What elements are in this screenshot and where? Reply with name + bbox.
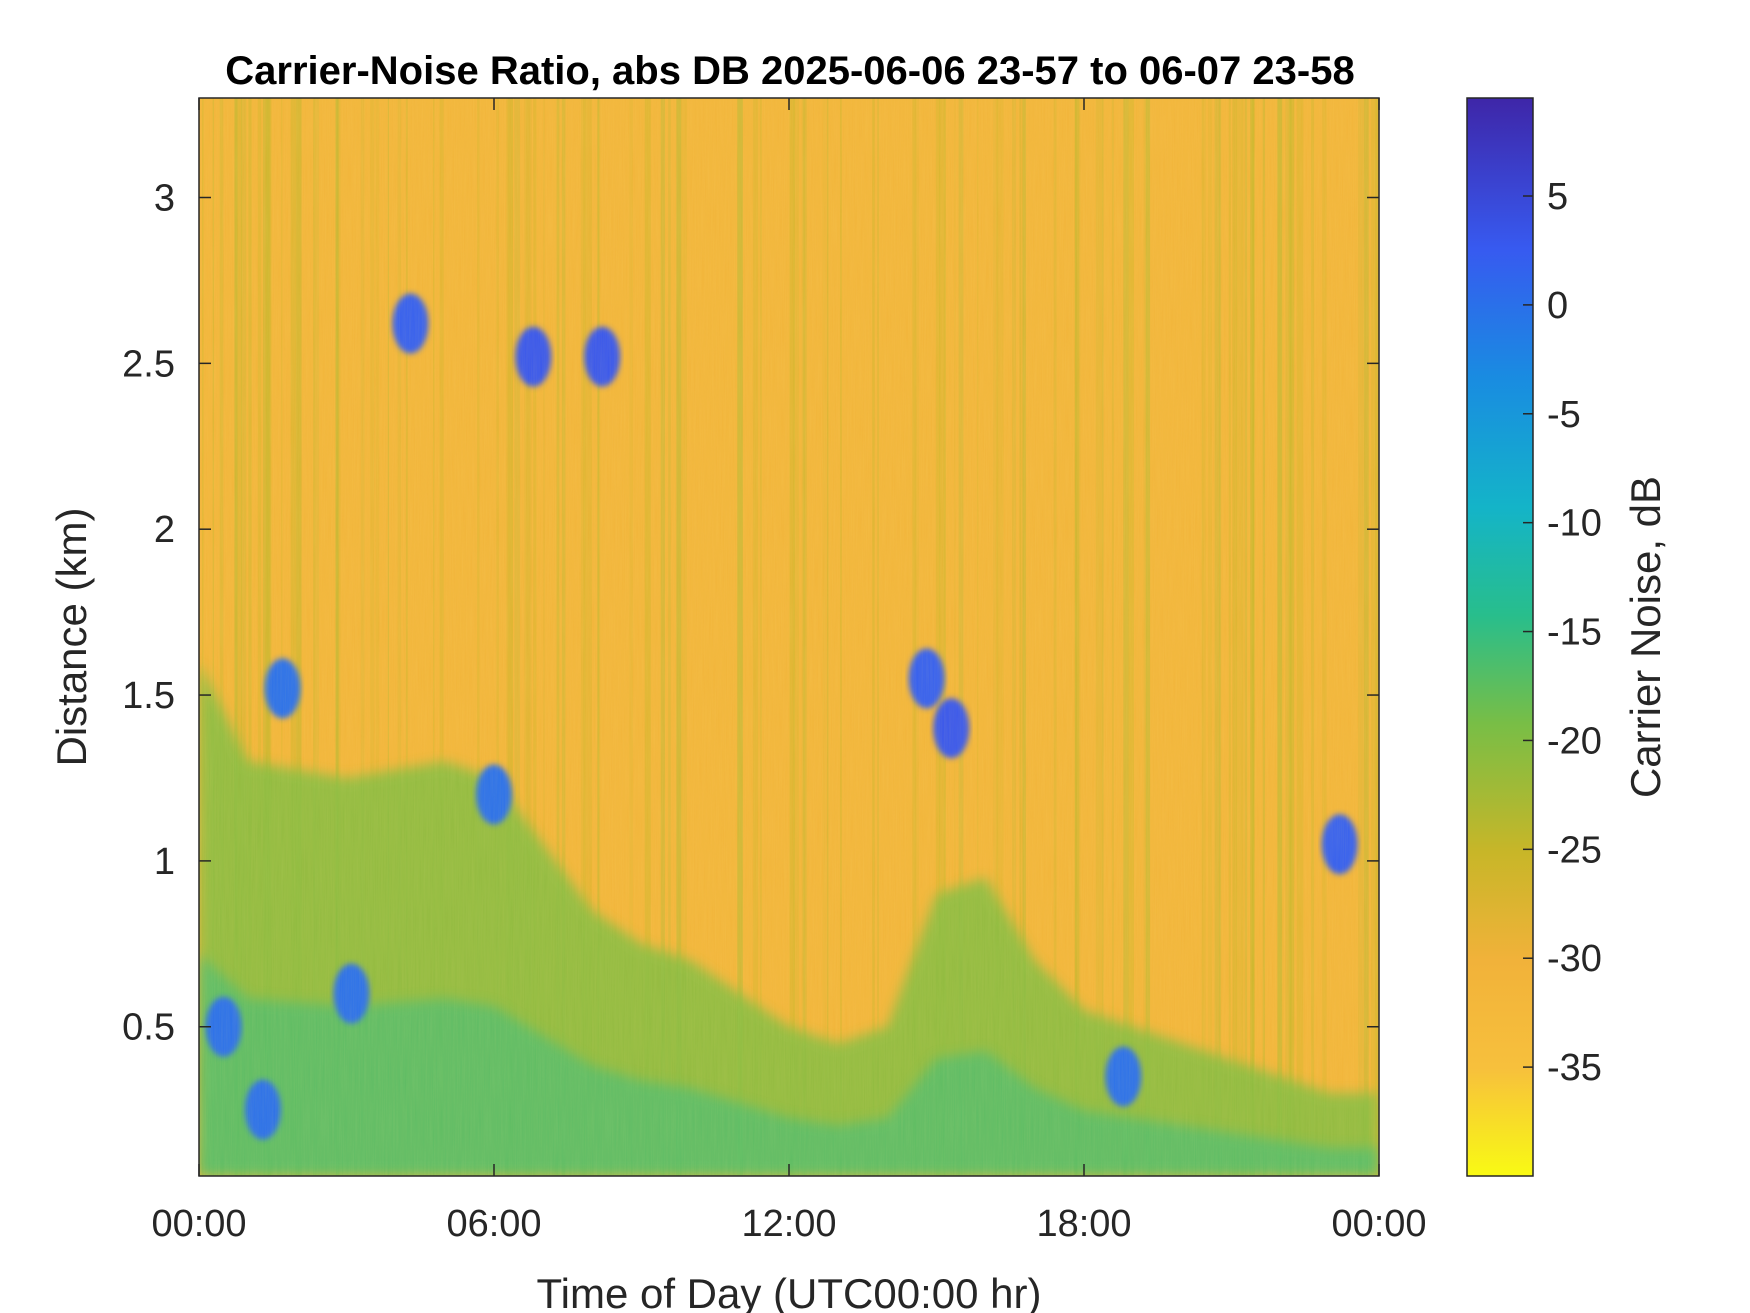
- y-tick-label: 3: [154, 178, 175, 220]
- colorbar-tick-label: -30: [1547, 938, 1602, 980]
- colorbar-ticks: 5 0 -5 -10 -15 -20 -25 -30 -35: [1523, 176, 1602, 1089]
- y-tick-label: 2.5: [122, 343, 175, 385]
- colorbar-tick-label: -10: [1547, 503, 1602, 545]
- heatmap-plot-area: [199, 98, 1379, 1176]
- colorbar-tick-label: -25: [1547, 829, 1602, 871]
- x-tick-label: 18:00: [1036, 1203, 1131, 1245]
- colorbar-label: Carrier Noise, dB: [1622, 476, 1669, 798]
- y-tick-label: 1: [154, 841, 175, 883]
- x-tick-label: 12:00: [741, 1203, 836, 1245]
- x-axis-ticks: 00:00 06:00 12:00 18:00 00:00: [151, 98, 1427, 1245]
- y-tick-label: 0.5: [122, 1007, 175, 1049]
- x-axis-label: Time of Day (UTC00:00 hr): [537, 1270, 1042, 1313]
- colorbar-tick-label: 0: [1547, 285, 1568, 327]
- y-axis-ticks: 0.5 1 1.5 2 2.5 3: [122, 178, 1379, 1049]
- x-tick-label: 00:00: [151, 1203, 246, 1245]
- colorbar-tick-label: 5: [1547, 176, 1568, 218]
- colorbar-tick-label: -5: [1547, 394, 1581, 436]
- y-tick-label: 2: [154, 509, 175, 551]
- colorbar-tick-label: -15: [1547, 612, 1602, 654]
- x-tick-label: 06:00: [446, 1203, 541, 1245]
- colorbar: [1466, 97, 1534, 1177]
- y-axis-label: Distance (km): [48, 507, 95, 766]
- colorbar-tick-label: -35: [1547, 1047, 1602, 1089]
- y-tick-label: 1.5: [122, 675, 175, 717]
- chart-title: Carrier-Noise Ratio, abs DB 2025-06-06 2…: [225, 49, 1354, 93]
- heatmap-noise: [199, 98, 1379, 1176]
- x-tick-label: 00:00: [1331, 1203, 1426, 1245]
- colorbar-tick-label: -20: [1547, 720, 1602, 762]
